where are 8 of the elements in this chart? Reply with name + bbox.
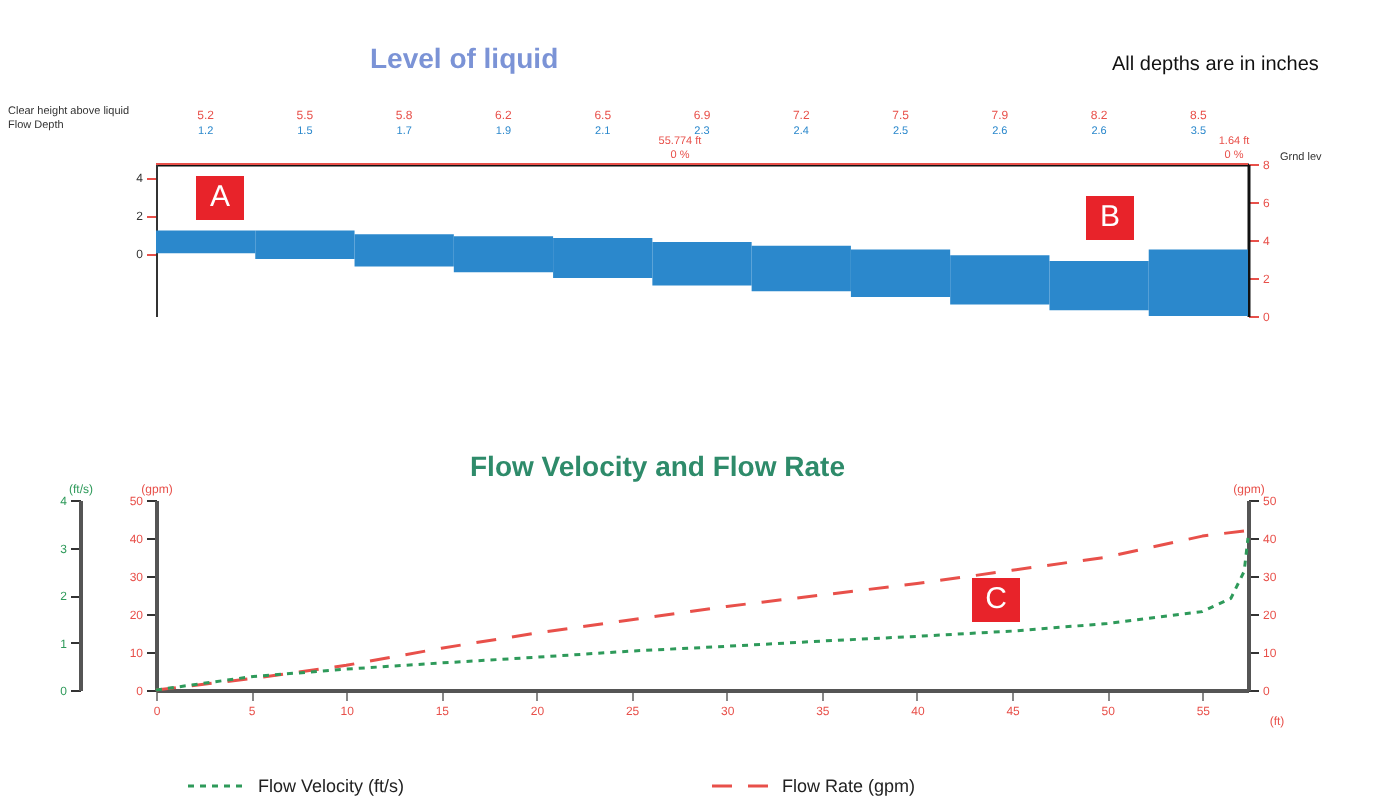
legend-label: Flow Velocity (ft/s) — [258, 776, 405, 796]
annotation: B — [1086, 196, 1134, 240]
text: All depths are in inches — [1112, 54, 1319, 76]
legend-label: Flow Rate (gpm) — [782, 776, 916, 796]
annotation: A — [196, 176, 244, 220]
annotation: C — [972, 578, 1020, 622]
chart-title: Flow Velocity and Flow Rate — [470, 450, 846, 482]
chart-title: Level of liquid — [370, 42, 559, 74]
